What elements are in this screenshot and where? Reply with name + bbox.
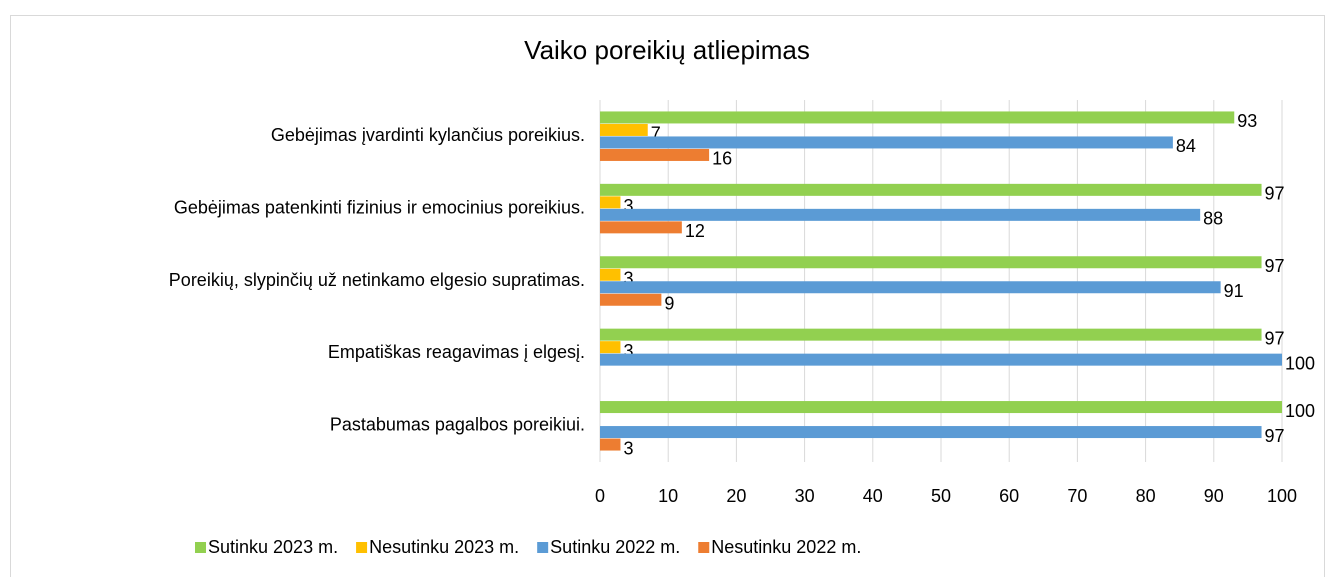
legend-label: Sutinku 2023 m. <box>208 537 338 557</box>
bar <box>600 123 648 136</box>
bar <box>600 293 662 306</box>
data-label: 93 <box>1237 111 1257 131</box>
data-label: 3 <box>623 438 633 458</box>
y-tick-label: Gebėjimas įvardinti kylančius poreikius. <box>271 125 585 145</box>
legend-label: Sutinku 2022 m. <box>550 537 680 557</box>
x-tick-label: 80 <box>1136 486 1156 506</box>
x-tick-label: 40 <box>863 486 883 506</box>
x-tick-label: 50 <box>931 486 951 506</box>
y-tick-label: Pastabumas pagalbos poreikiui. <box>330 415 585 435</box>
bar <box>600 183 1262 196</box>
bar <box>600 341 621 354</box>
data-label: 3 <box>623 341 633 361</box>
legend-swatch <box>537 542 549 553</box>
x-tick-label: 0 <box>595 486 605 506</box>
bar <box>600 136 1173 149</box>
x-tick-label: 20 <box>726 486 746 506</box>
legend-label: Nesutinku 2022 m. <box>711 537 861 557</box>
y-tick-label: Poreikių, slypinčių už netinkamo elgesio… <box>169 270 585 290</box>
bar <box>600 353 1282 366</box>
bar <box>600 438 621 451</box>
bar <box>600 328 1262 341</box>
bar <box>600 281 1221 294</box>
y-tick-label: Gebėjimas patenkinti fizinius ir emocini… <box>174 197 585 217</box>
data-label: 3 <box>623 269 633 289</box>
data-label: 9 <box>664 294 674 314</box>
data-label: 97 <box>1265 426 1285 446</box>
legend-label: Nesutinku 2023 m. <box>369 537 519 557</box>
data-label: 16 <box>712 149 732 169</box>
x-tick-label: 10 <box>658 486 678 506</box>
data-label: 100 <box>1285 401 1315 421</box>
bar <box>600 196 621 209</box>
bar <box>600 268 621 281</box>
bar <box>600 111 1235 124</box>
bar <box>600 426 1262 439</box>
bar <box>600 208 1201 221</box>
data-label: 84 <box>1176 136 1196 156</box>
legend-swatch <box>195 542 206 553</box>
bar <box>600 401 1282 414</box>
data-label: 7 <box>651 124 661 144</box>
chart-border <box>10 15 1325 577</box>
legend-swatch <box>356 542 368 553</box>
data-label: 97 <box>1265 184 1285 204</box>
bar <box>600 256 1262 269</box>
data-label: 100 <box>1285 353 1315 373</box>
data-label: 3 <box>623 196 633 216</box>
x-tick-label: 30 <box>795 486 815 506</box>
data-label: 91 <box>1224 281 1244 301</box>
x-tick-label: 60 <box>999 486 1019 506</box>
data-label: 88 <box>1203 209 1223 229</box>
data-label: 12 <box>685 221 705 241</box>
legend-swatch <box>698 542 710 553</box>
bar <box>600 221 682 234</box>
x-tick-label: 70 <box>1067 486 1087 506</box>
data-label: 97 <box>1265 256 1285 276</box>
data-label: 97 <box>1265 328 1285 348</box>
x-tick-label: 90 <box>1204 486 1224 506</box>
y-tick-label: Empatiškas reagavimas į elgesį. <box>328 342 585 362</box>
bar <box>600 148 710 161</box>
chart-title: Vaiko poreikių atliepimas <box>524 35 810 65</box>
x-tick-label: 100 <box>1267 486 1297 506</box>
